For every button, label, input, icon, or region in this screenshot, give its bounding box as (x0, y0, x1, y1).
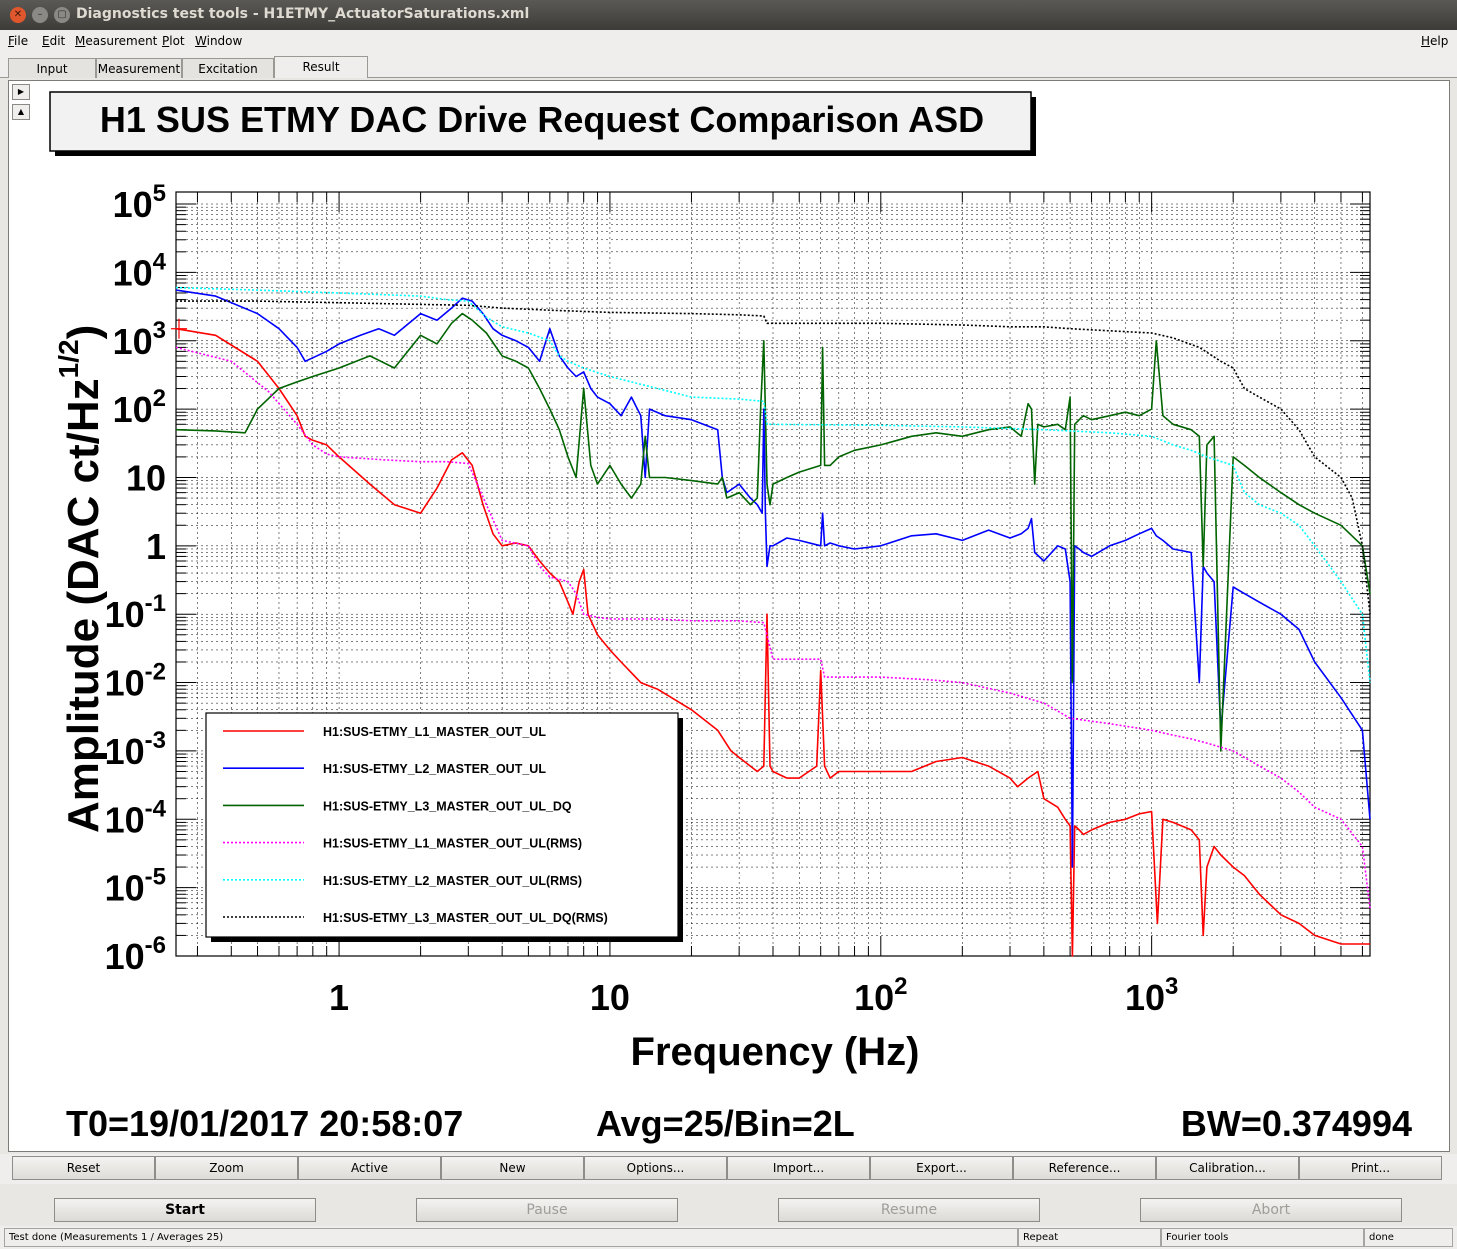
status-bar: Test done (Measurements 1 / Averages 25)… (0, 1226, 1457, 1249)
menu-edit[interactable]: Edit (42, 34, 66, 48)
abort-button[interactable]: Abort (1140, 1198, 1402, 1222)
measurement-control-bar: Start Pause Resume Abort (0, 1184, 1457, 1226)
menu-bar: File Edit Measurement Plot Window Help (0, 30, 1457, 52)
axis-ticks (176, 192, 1370, 957)
y-tick-label: 10-4 (105, 795, 167, 840)
tab-input[interactable]: Input (8, 58, 96, 78)
y-tick-label: 10-2 (105, 659, 166, 704)
legend-label: H1:SUS-ETMY_L1_MASTER_OUT_UL(RMS) (323, 837, 582, 851)
cursor-marker (171, 318, 187, 339)
tab-bar: Input Measurement Excitation Result (0, 52, 1457, 78)
legend-label: H1:SUS-ETMY_L3_MASTER_OUT_UL_DQ(RMS) (323, 911, 608, 925)
series-line-4 (175, 346, 1371, 909)
minimize-window-button[interactable]: – (32, 7, 48, 23)
plot-canvas[interactable]: H1 SUS ETMY DAC Drive Request Comparison… (36, 84, 1444, 1148)
plot-button-bar: Reset Zoom Active New Options... Import.… (0, 1154, 1457, 1184)
y-tick-label: 10-5 (105, 864, 166, 909)
legend-label: H1:SUS-ETMY_L1_MASTER_OUT_UL (323, 725, 546, 739)
zoom-button[interactable]: Zoom (155, 1156, 298, 1180)
menu-window[interactable]: Window (195, 34, 243, 48)
t0-label: T0=19/01/2017 20:58:07 (66, 1103, 463, 1144)
tab-measurement[interactable]: Measurement (96, 58, 182, 78)
legend-label: H1:SUS-ETMY_L3_MASTER_OUT_UL_DQ (323, 799, 572, 813)
menu-file[interactable]: File (8, 34, 29, 48)
title-bar: ✕ – ▢ Diagnostics test tools - H1ETMY_Ac… (0, 0, 1457, 30)
y-tick-label: 103 (113, 317, 166, 362)
window-title: Diagnostics test tools - H1ETMY_Actuator… (76, 6, 530, 22)
legend-label: H1:SUS-ETMY_L2_MASTER_OUT_UL (323, 762, 546, 776)
x-tick-label: 103 (1125, 973, 1178, 1018)
pause-button[interactable]: Pause (416, 1198, 678, 1222)
tab-result[interactable]: Result (274, 56, 368, 78)
new-button[interactable]: New (441, 1156, 584, 1180)
y-tick-label: 10-1 (105, 590, 166, 635)
x-tick-labels: 1 10 102 103 (329, 973, 1178, 1018)
series-line-2 (175, 289, 1371, 868)
y-tick-label: 105 (113, 180, 166, 225)
start-button[interactable]: Start (54, 1198, 316, 1222)
import-button[interactable]: Import... (727, 1156, 870, 1180)
y-tick-label: 104 (113, 248, 167, 293)
asd-chart[interactable]: H1 SUS ETMY DAC Drive Request Comparison… (36, 84, 1444, 1148)
bandwidth-label: BW=0.374994 (1181, 1103, 1412, 1144)
series-line-5 (175, 286, 1371, 683)
data-series (171, 286, 1371, 957)
menu-help[interactable]: Help (1421, 34, 1449, 48)
print-button[interactable]: Print... (1299, 1156, 1442, 1180)
y-tick-label: 1 (146, 526, 166, 567)
x-axis-label: Frequency (Hz) (631, 1030, 920, 1074)
maximize-window-button[interactable]: ▢ (54, 7, 70, 23)
series-line-3 (175, 312, 1371, 752)
y-tick-label: 10-6 (105, 932, 166, 977)
menu-measurement[interactable]: Measurement (75, 34, 158, 48)
title-box: H1 SUS ETMY DAC Drive Request Comparison… (49, 91, 1036, 156)
y-axis-label: Amplitude (DAC ct/Hz1/2) (53, 325, 108, 833)
expand-arrow-icon[interactable]: ▶ (12, 84, 30, 100)
reference-button[interactable]: Reference... (1013, 1156, 1156, 1180)
status-state: done (1364, 1228, 1453, 1247)
resume-button[interactable]: Resume (778, 1198, 1040, 1222)
export-button[interactable]: Export... (870, 1156, 1013, 1180)
pad-scroll-controls: ▶ ▲ (12, 84, 32, 124)
y-tick-label: 10 (126, 457, 166, 498)
x-tick-label: 10 (590, 977, 630, 1018)
averages-label: Avg=25/Bin=2L (596, 1103, 855, 1144)
legend-label: H1:SUS-ETMY_L2_MASTER_OUT_UL(RMS) (323, 874, 582, 888)
reset-button[interactable]: Reset (12, 1156, 155, 1180)
x-tick-label: 1 (329, 977, 349, 1018)
x-tick-label: 102 (854, 973, 907, 1018)
y-tick-label: 10-3 (105, 727, 166, 772)
calibration-button[interactable]: Calibration... (1156, 1156, 1299, 1180)
close-window-button[interactable]: ✕ (10, 7, 26, 23)
tab-excitation[interactable]: Excitation (182, 58, 274, 78)
collapse-arrow-icon[interactable]: ▲ (12, 104, 30, 120)
series-line-1 (175, 327, 1370, 957)
series-line-6 (176, 300, 1371, 615)
chart-title: H1 SUS ETMY DAC Drive Request Comparison… (100, 99, 984, 140)
legend: H1:SUS-ETMY_L1_MASTER_OUT_UL H1:SUS-ETMY_… (205, 712, 683, 942)
menu-plot[interactable]: Plot (162, 34, 185, 48)
active-button[interactable]: Active (298, 1156, 441, 1180)
options-button[interactable]: Options... (584, 1156, 727, 1180)
y-tick-label: 102 (113, 385, 166, 430)
status-message: Test done (Measurements 1 / Averages 25) (4, 1228, 1018, 1247)
status-tool: Fourier tools (1161, 1228, 1364, 1247)
status-mode: Repeat (1018, 1228, 1161, 1247)
